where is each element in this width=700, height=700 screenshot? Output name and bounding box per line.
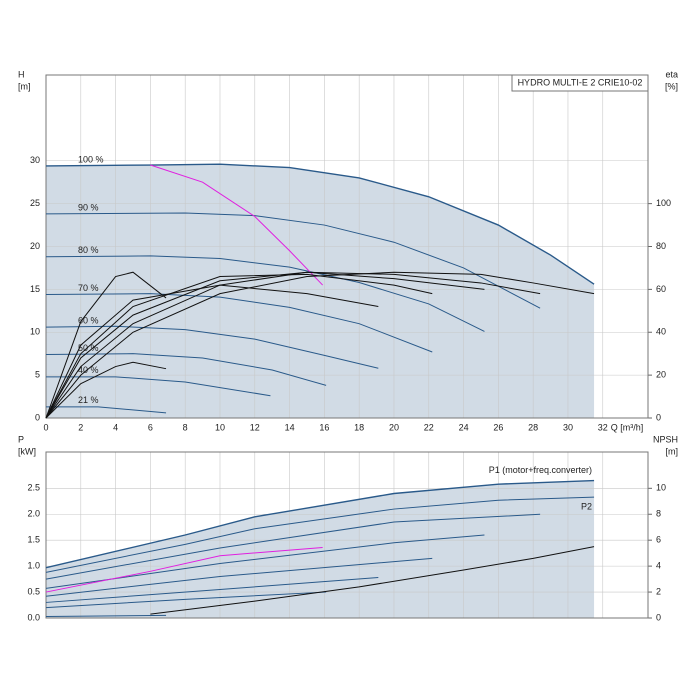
x-tick-label: 8: [183, 422, 188, 432]
chart-title: HYDRO MULTI-E 2 CRIE10-02: [518, 77, 643, 87]
curve: [45, 271, 167, 419]
curve: [150, 164, 324, 286]
y2-tick-label: 40: [656, 327, 666, 337]
curve: [45, 325, 379, 369]
y-tick-label: 2.0: [27, 509, 40, 519]
curve: [45, 614, 167, 617]
x-tick-label: 24: [459, 422, 469, 432]
x-tick-label: 30: [563, 422, 573, 432]
area: [46, 480, 595, 618]
curve: [45, 577, 379, 603]
y-tick-label: 10: [30, 327, 40, 337]
x-tick-label: 32: [598, 422, 608, 432]
y2-tick-label: 2: [656, 586, 661, 596]
x-tick-label: 16: [319, 422, 329, 432]
y-axis-unit: [kW]: [18, 446, 36, 456]
title-box: [511, 74, 649, 92]
y-tick-label: 15: [30, 284, 40, 294]
curve-label: 80 %: [78, 245, 99, 255]
x-tick-label: 10: [215, 422, 225, 432]
y2-axis-unit: [%]: [665, 81, 678, 91]
x-tick-label: 20: [389, 422, 399, 432]
curve: [150, 546, 595, 615]
x-tick-label: 28: [528, 422, 538, 432]
y-axis-label: H: [18, 69, 25, 79]
x-axis-label: Q [m³/h]: [611, 422, 644, 432]
y2-tick-label: 8: [656, 509, 661, 519]
curve: [45, 557, 433, 597]
y2-tick-label: 4: [656, 561, 661, 571]
y2-tick-label: 0: [656, 412, 661, 422]
y2-tick-label: 60: [656, 284, 666, 294]
y2-axis-label: NPSH: [653, 434, 678, 444]
curve: [45, 479, 595, 569]
curve: [45, 496, 595, 573]
curve: [45, 163, 595, 285]
curve: [45, 361, 167, 419]
y2-tick-label: 100: [656, 198, 671, 208]
x-tick-label: 12: [250, 422, 260, 432]
curve: [45, 546, 323, 593]
x-tick-label: 4: [113, 422, 118, 432]
y-tick-label: 0: [35, 412, 40, 422]
curve: [46, 376, 271, 397]
y2-axis-label: eta: [665, 69, 678, 79]
y2-axis-unit: [m]: [666, 446, 679, 456]
plot-frame: [45, 451, 649, 619]
y-tick-label: 5: [35, 370, 40, 380]
curve: [45, 271, 595, 419]
y-tick-label: 1.5: [27, 535, 40, 545]
y-axis-unit: [m]: [18, 81, 31, 91]
curve: [45, 273, 433, 419]
y-tick-label: 2.5: [27, 483, 40, 493]
x-tick-label: 2: [78, 422, 83, 432]
curve-label: 21 %: [78, 395, 99, 405]
curve-label: 40 %: [78, 365, 99, 375]
y2-tick-label: 80: [656, 241, 666, 251]
curve: [45, 255, 485, 332]
y2-tick-label: 20: [656, 370, 666, 380]
y-axis-label: P: [18, 434, 24, 444]
curve: [45, 591, 327, 609]
curve: [45, 212, 541, 309]
y-tick-label: 0.0: [27, 612, 40, 622]
y2-tick-label: 10: [656, 483, 666, 493]
curve: [45, 271, 485, 419]
y-tick-label: 1.0: [27, 561, 40, 571]
curve-label: P1 (motor+freq.converter): [489, 465, 592, 475]
plot-frame: [45, 74, 649, 419]
x-tick-label: 22: [424, 422, 434, 432]
x-tick-label: 26: [493, 422, 503, 432]
curve-label: 70 %: [78, 283, 99, 293]
x-tick-label: 14: [285, 422, 295, 432]
x-tick-label: 18: [354, 422, 364, 432]
x-tick-label: 6: [148, 422, 153, 432]
y2-tick-label: 6: [656, 535, 661, 545]
curve: [45, 293, 433, 353]
curve-label: 50 %: [78, 343, 99, 353]
x-tick-label: 0: [43, 422, 48, 432]
curve-label: 60 %: [78, 315, 99, 325]
curve: [45, 284, 379, 419]
curve: [46, 406, 167, 414]
y-tick-label: 25: [30, 198, 40, 208]
curve-label: 90 %: [78, 202, 99, 212]
y-tick-label: 30: [30, 155, 40, 165]
y-tick-label: 20: [30, 241, 40, 251]
curve: [45, 534, 485, 589]
area: [46, 164, 595, 418]
curve: [45, 271, 541, 419]
curve: [45, 513, 541, 580]
curve-label: 100 %: [78, 154, 104, 164]
y2-tick-label: 0: [656, 612, 661, 622]
curve: [45, 353, 327, 386]
curve-label: P2: [581, 502, 592, 512]
y-tick-label: 0.5: [27, 586, 40, 596]
